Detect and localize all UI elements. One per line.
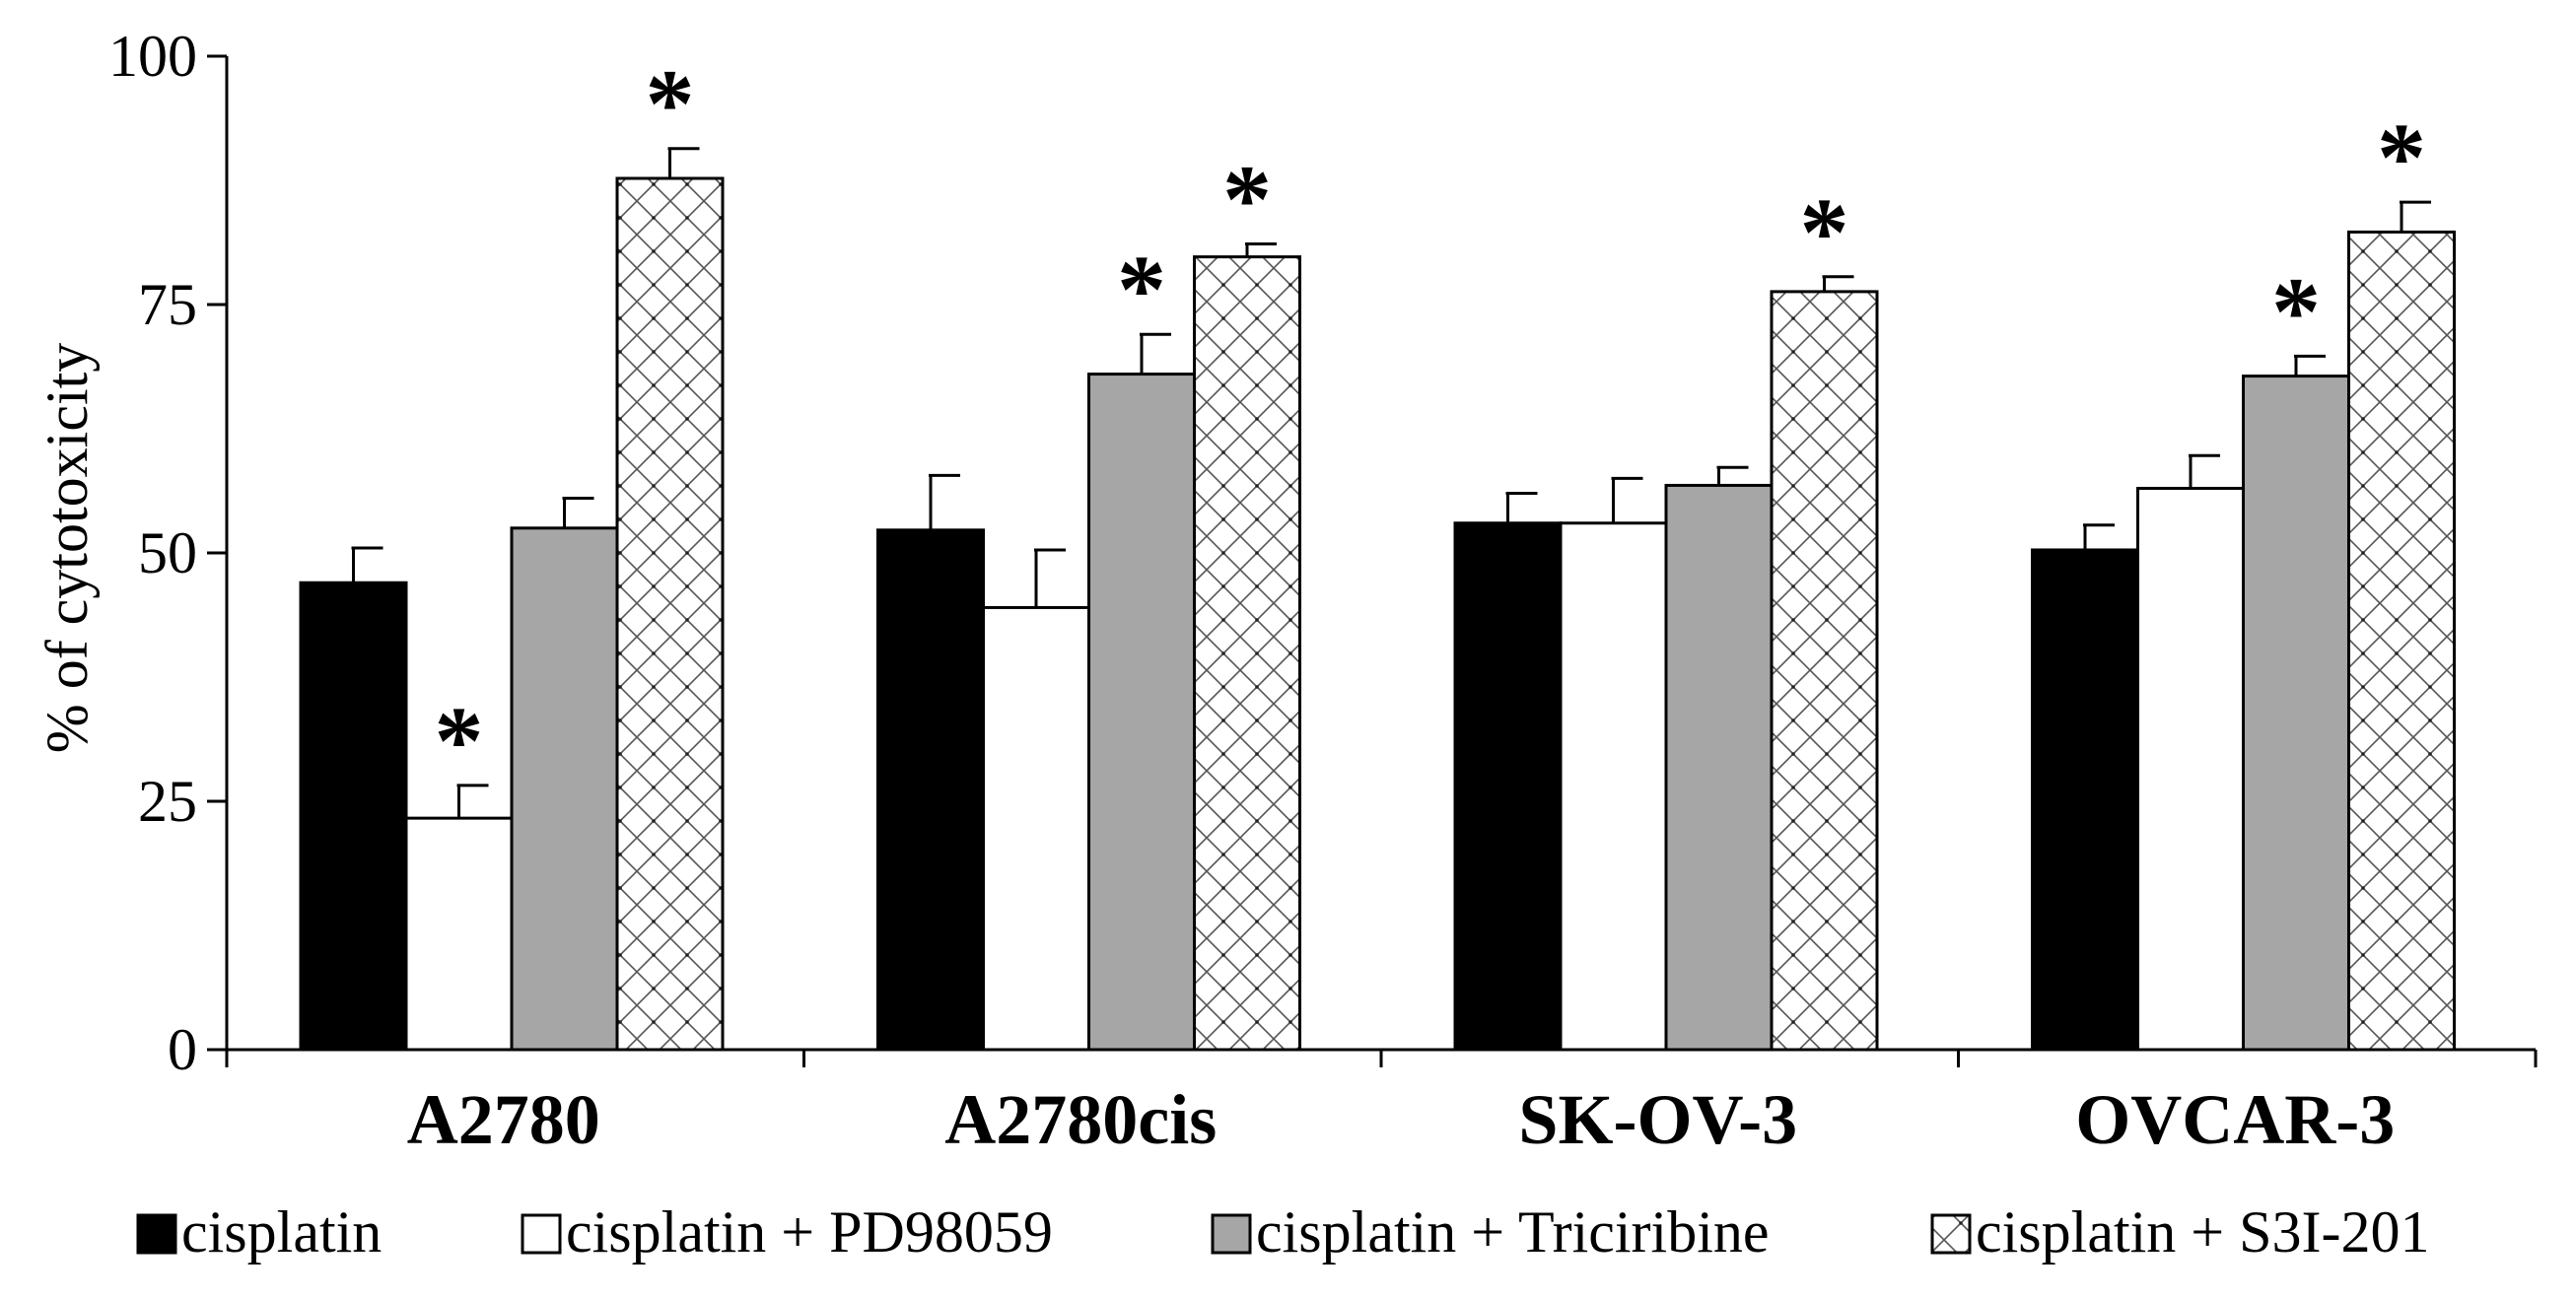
y-tick-label: 100 [108, 24, 197, 89]
bar [2242, 375, 2350, 1052]
bar [876, 528, 985, 1052]
bar [1770, 290, 1879, 1052]
category-labels: A2780 A2780cis SK-OV-3 OVCAR-3 [407, 1080, 2395, 1159]
y-tick-label: 0 [168, 1017, 197, 1082]
bar [299, 581, 408, 1052]
legend-label: cisplatin + PD98059 [566, 1199, 1053, 1265]
y-ticks: 0 25 50 75 100 [108, 24, 227, 1082]
significance-star: * [1800, 177, 1849, 287]
category-label: A2780 [407, 1080, 600, 1159]
significance-star: * [2377, 103, 2426, 212]
significance-markers: * * * * * * * [435, 49, 2427, 795]
y-tick-label: 75 [138, 272, 197, 337]
legend: cisplatin cisplatin + PD98059 cisplatin + … [136, 1199, 2429, 1265]
significance-star: * [2271, 256, 2321, 366]
legend-swatch [136, 1213, 177, 1255]
category-label: OVCAR-3 [2075, 1080, 2395, 1159]
legend-swatch [521, 1213, 562, 1255]
bar [1193, 255, 1301, 1052]
legend-swatch [1211, 1213, 1252, 1255]
significance-star: * [1222, 145, 1272, 254]
bar [404, 816, 514, 1052]
bar [1664, 483, 1774, 1052]
legend-label: cisplatin [181, 1199, 382, 1265]
bar [615, 176, 725, 1052]
category-label: A2780cis [944, 1080, 1217, 1159]
bar [2136, 486, 2245, 1052]
category-label: SK-OV-3 [1518, 1080, 1797, 1159]
legend-label: cisplatin + S3I-201 [1976, 1199, 2429, 1265]
bar [510, 526, 619, 1052]
bar [2347, 230, 2456, 1052]
bar [2031, 548, 2139, 1052]
bar [1087, 373, 1196, 1052]
error-bars [351, 147, 2431, 819]
legend-swatch [1930, 1213, 1972, 1255]
bars [299, 176, 2456, 1052]
significance-star: * [435, 686, 484, 795]
y-tick-label: 50 [138, 520, 197, 585]
bar [982, 605, 1090, 1052]
significance-star: * [1117, 235, 1166, 344]
legend-label: cisplatin + Triciribine [1256, 1199, 1770, 1265]
y-axis-title: % of cytotoxicity [35, 343, 100, 754]
y-tick-label: 25 [138, 769, 197, 834]
significance-star: * [646, 49, 695, 159]
bar [1559, 521, 1668, 1052]
bar [1453, 521, 1563, 1052]
